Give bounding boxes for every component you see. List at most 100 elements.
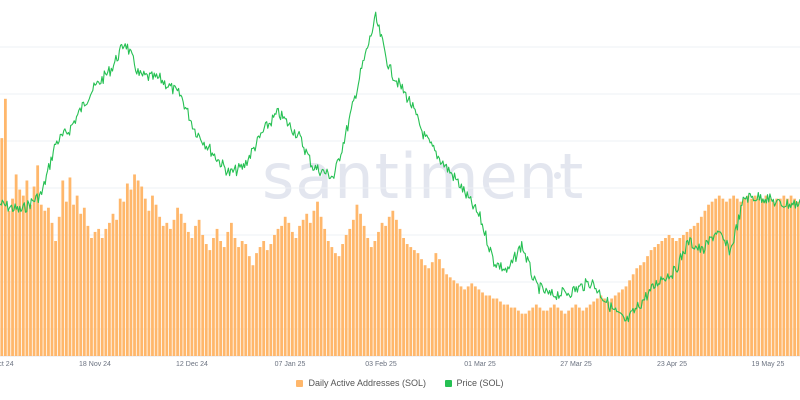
bar-66 [237,247,240,356]
legend-item-active-addresses[interactable]: Daily Active Addresses (SOL) [296,378,426,388]
watermark-dot [554,172,561,179]
bar-75 [269,244,273,356]
bar-93 [334,253,337,356]
bar-166 [595,298,599,356]
bar-187 [671,237,675,356]
bar-24 [86,225,90,356]
bar-182 [653,247,657,356]
bar-10 [36,165,40,356]
bar-83 [298,225,301,356]
bar-30 [108,222,111,356]
bar-14 [50,222,54,356]
bar-151 [542,310,545,356]
bar-60 [215,228,219,356]
bar-157 [563,313,567,356]
bar-213 [764,195,768,356]
bar-115 [412,250,416,356]
bar-143 [513,307,517,356]
bar-5 [18,189,22,356]
x-tick-label: 18 Nov 24 [79,361,111,368]
santiment-watermark: santiment [262,140,585,213]
bar-181 [649,250,653,356]
bar-40 [143,198,147,356]
bar-127 [456,283,459,356]
bar-147 [527,310,531,356]
bar-183 [656,244,660,356]
bar-152 [545,310,549,356]
bar-8 [29,204,32,356]
bar-131 [470,283,474,356]
x-tick-label: ct 24 [0,361,14,368]
bar-114 [409,247,413,356]
bar-132 [473,286,477,356]
bar-11 [39,204,43,356]
bar-32 [115,219,118,356]
bar-55 [197,219,201,356]
legend-swatch-price [444,379,452,387]
bar-19 [68,177,72,356]
bar-220 [789,195,793,356]
bar-69 [247,256,251,356]
bar-34 [122,201,126,356]
bar-186 [667,234,671,356]
bar-26 [93,231,97,356]
bar-139 [499,301,502,356]
bar-214 [768,198,771,356]
bar-47 [169,228,172,356]
bar-172 [617,292,621,356]
bar-52 [186,231,190,356]
bar-137 [491,298,495,356]
bar-138 [495,298,499,356]
bar-116 [416,253,420,356]
bar-133 [477,289,481,356]
bar-72 [258,247,262,356]
bar-68 [244,244,248,356]
x-tick-label: 19 May 25 [752,361,785,368]
bar-122 [438,259,441,356]
bar-171 [613,295,617,356]
bar-145 [520,313,524,356]
bar-118 [423,265,427,356]
bar-169 [606,301,610,356]
bar-76 [273,234,276,356]
bar-45 [161,225,165,356]
bar-216 [775,198,779,356]
bar-126 [452,280,456,356]
bar-106 [380,222,384,356]
bar-142 [509,307,513,356]
bar-41 [147,210,151,356]
bar-207 [743,198,746,356]
bar-179 [642,262,646,356]
bar-86 [308,222,312,356]
bar-7 [25,180,29,356]
bar-97 [348,228,352,356]
active-addresses-bars [0,98,800,356]
bar-193 [692,225,696,356]
bar-155 [556,307,560,356]
legend-item-price[interactable]: Price (SOL) [444,378,504,388]
bar-201 [721,198,725,356]
bar-99 [355,204,359,356]
bar-173 [621,289,624,356]
bar-125 [448,277,452,356]
bar-123 [441,268,445,356]
bar-63 [226,231,230,356]
bar-167 [599,295,603,356]
bar-94 [337,256,341,356]
bar-39 [140,186,144,356]
bar-43 [154,204,158,356]
bar-81 [290,231,294,356]
bar-221 [793,198,797,356]
bar-12 [43,210,47,356]
bar-149 [534,304,538,356]
bar-215 [771,201,775,356]
bar-150 [538,307,542,356]
bar-119 [427,268,431,356]
bar-51 [183,222,187,356]
x-tick-label: 03 Feb 25 [365,361,397,368]
bar-208 [746,195,750,356]
legend-label-active-addresses: Daily Active Addresses (SOL) [308,378,426,388]
bar-44 [158,216,162,356]
bar-170 [610,298,614,356]
bar-180 [646,256,649,356]
